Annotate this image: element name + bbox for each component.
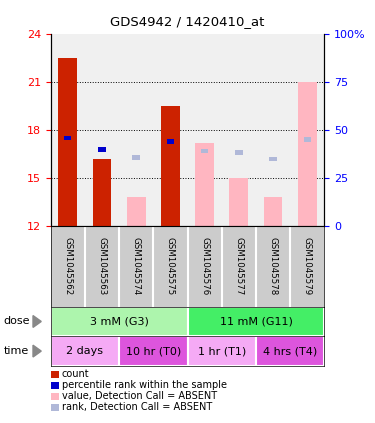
Bar	[264, 198, 282, 226]
Bar	[303, 137, 311, 142]
Text: value, Detection Call = ABSENT: value, Detection Call = ABSENT	[62, 391, 217, 401]
Text: count: count	[62, 369, 90, 379]
Text: rank, Detection Call = ABSENT: rank, Detection Call = ABSENT	[62, 402, 212, 412]
Text: GSM1045562: GSM1045562	[63, 237, 72, 296]
Text: 3 mM (G3): 3 mM (G3)	[90, 316, 148, 327]
Bar	[269, 157, 277, 161]
Text: percentile rank within the sample: percentile rank within the sample	[62, 380, 227, 390]
Bar	[230, 178, 248, 226]
Bar	[161, 106, 180, 226]
Bar	[51, 307, 188, 336]
Bar	[235, 150, 243, 155]
Text: GSM1045563: GSM1045563	[98, 237, 106, 296]
Bar	[166, 139, 174, 143]
Text: 4 hrs (T4): 4 hrs (T4)	[263, 346, 317, 356]
Bar	[98, 147, 106, 151]
Bar	[188, 307, 324, 336]
Bar	[188, 336, 256, 366]
Bar	[93, 159, 111, 226]
Bar	[132, 155, 140, 159]
Bar	[58, 58, 77, 226]
Text: GSM1045576: GSM1045576	[200, 237, 209, 296]
Text: dose: dose	[4, 316, 30, 327]
Text: GSM1045577: GSM1045577	[234, 237, 243, 296]
Text: 2 days: 2 days	[66, 346, 104, 356]
Text: 1 hr (T1): 1 hr (T1)	[198, 346, 246, 356]
Text: GSM1045578: GSM1045578	[268, 237, 278, 296]
Bar	[195, 143, 214, 226]
Bar	[127, 198, 146, 226]
Text: GDS4942 / 1420410_at: GDS4942 / 1420410_at	[110, 15, 265, 28]
Bar	[119, 336, 188, 366]
Bar	[51, 336, 119, 366]
Bar	[64, 136, 72, 140]
Bar	[201, 148, 208, 153]
Text: time: time	[4, 346, 29, 356]
Text: GSM1045579: GSM1045579	[303, 237, 312, 296]
Bar	[256, 336, 324, 366]
Text: 11 mM (G11): 11 mM (G11)	[219, 316, 292, 327]
Text: GSM1045575: GSM1045575	[166, 237, 175, 296]
Text: 10 hr (T0): 10 hr (T0)	[126, 346, 181, 356]
Text: GSM1045574: GSM1045574	[132, 237, 141, 296]
Bar	[298, 82, 316, 226]
